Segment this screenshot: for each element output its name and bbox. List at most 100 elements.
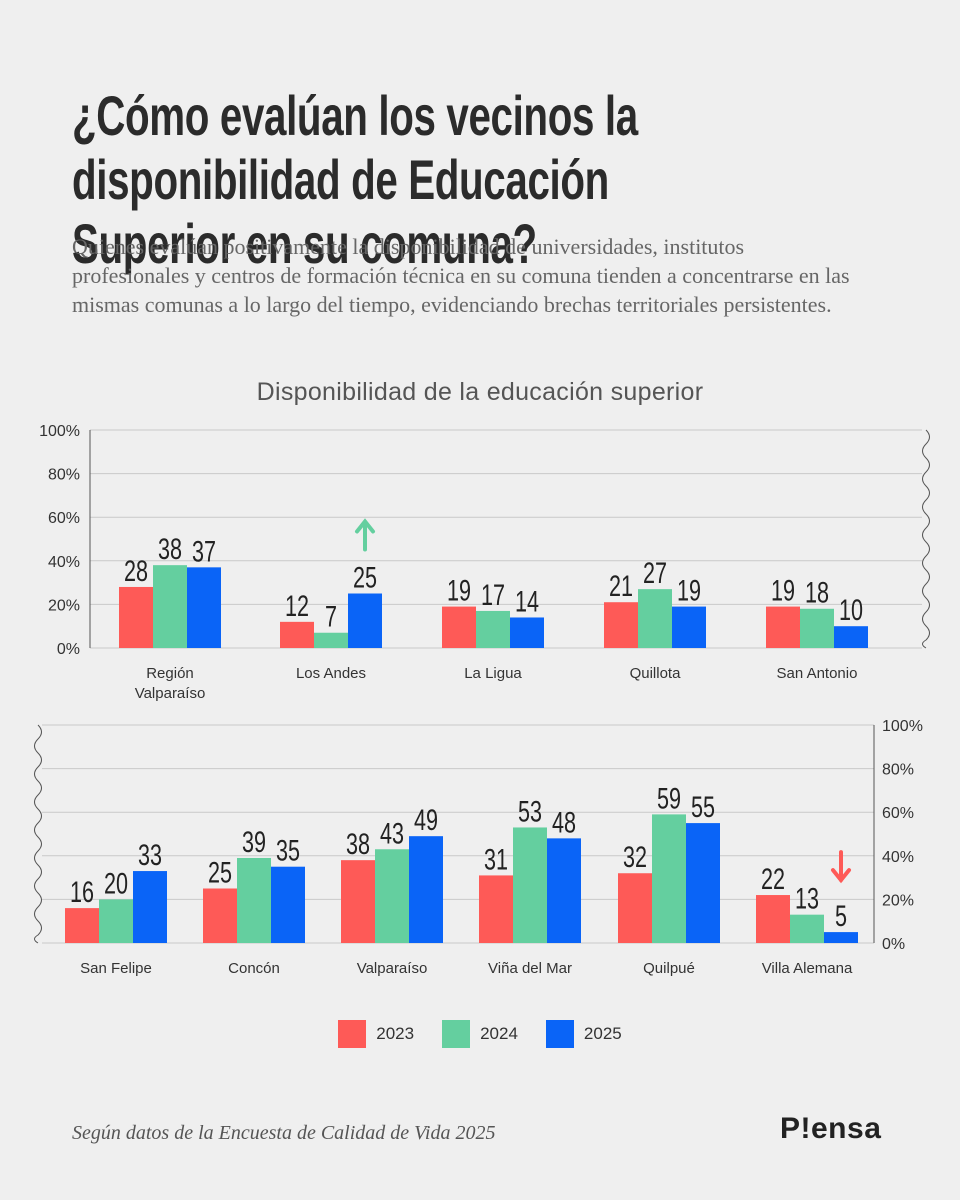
up-arrow-icon-shape (355, 518, 375, 552)
y-tick-label-2-4: 80% (882, 762, 914, 779)
bar-villa-alemana-2025 (824, 932, 858, 943)
bar-valparaiso-2023 (341, 860, 375, 943)
bar-la-ligua-2023 (442, 606, 476, 648)
x-tick-label-villa-alemana: Villa Alemana (762, 960, 853, 977)
data-label-villa-alemana-2024: 13 (795, 881, 819, 915)
bar-concon-2023 (203, 888, 237, 943)
data-label-quillota-2024: 27 (643, 556, 667, 590)
data-label-la-ligua-2025: 14 (515, 584, 539, 618)
data-label-vina-del-mar-2023: 31 (484, 842, 508, 876)
bar-quilpue-2023 (618, 873, 652, 943)
data-label-valparaiso-2024: 43 (380, 816, 404, 850)
bar-vina-del-mar-2023 (479, 875, 513, 943)
data-label-san-felipe-2024: 20 (104, 866, 128, 900)
brand-logo: P!ensa (780, 1112, 882, 1145)
legend-label-2024: 2024 (480, 1024, 518, 1043)
legend-swatch-2025 (545, 1020, 574, 1048)
chart-title: Disponibilidad de la educación superior (256, 378, 704, 406)
page-subtitle: Quienes evalúan positivamente la disponi… (72, 234, 850, 317)
y-tick-label-1-0: 0% (57, 641, 80, 658)
chart-legend: 2023 2024 2025 (0, 1020, 960, 1048)
data-label-san-antonio-2024: 18 (805, 575, 829, 609)
x-tick-label-san-felipe: San Felipe (80, 960, 152, 977)
data-label-san-felipe-2023: 16 (70, 875, 94, 909)
y-tick-label-1-5: 100% (39, 423, 80, 440)
bar-concon-2025 (271, 866, 305, 943)
data-label-villa-alemana-2023: 22 (761, 861, 785, 895)
bar-region-valparaiso-2025 (187, 567, 221, 648)
data-label-region-valparaiso-2023: 28 (124, 553, 148, 587)
legend-item-2023: 2023 (338, 1020, 414, 1048)
legend-label-2023: 2023 (376, 1024, 415, 1043)
data-label-san-antonio-2025: 10 (839, 593, 863, 627)
down-arrow-icon (831, 850, 851, 884)
bar-quillota-2023 (604, 602, 638, 648)
legend-item-2025: 2025 (545, 1020, 622, 1048)
legend-swatch-2023 (338, 1020, 367, 1048)
bar-san-felipe-2024 (99, 899, 133, 943)
bar-region-valparaiso-2023 (119, 586, 153, 648)
y-tick-label-1-1: 20% (48, 597, 80, 614)
bar-san-antonio-2023 (766, 606, 800, 648)
y-tick-label-1-2: 40% (48, 554, 80, 571)
y-tick-label-2-2: 40% (882, 849, 914, 866)
data-label-san-felipe-2025: 33 (138, 838, 162, 872)
bar-los-andes-2024 (314, 632, 348, 648)
bar-quilpue-2025 (686, 823, 720, 943)
bar-vina-del-mar-2024 (513, 827, 547, 943)
bar-quillota-2024 (638, 589, 672, 648)
data-label-quillota-2025: 19 (677, 573, 701, 607)
bar-la-ligua-2024 (476, 610, 510, 648)
y-tick-label-2-3: 60% (882, 805, 914, 822)
y-tick-label-2-5: 100% (882, 718, 923, 735)
y-tick-label-1-3: 60% (48, 510, 80, 527)
bar-quillota-2025 (672, 606, 706, 648)
data-label-los-andes-2024: 7 (325, 599, 337, 633)
y-tick-label-2-1: 20% (882, 892, 914, 909)
bar-valparaiso-2025 (409, 836, 443, 943)
data-label-los-andes-2025: 25 (353, 560, 377, 594)
x-tick-label-valparaiso: Valparaíso (357, 960, 428, 977)
bar-villa-alemana-2024 (790, 914, 824, 943)
x-tick-label-vina-del-mar: Viña del Mar (488, 960, 572, 977)
x-tick-label-region-valparaiso-line1: Región (146, 665, 194, 682)
bar-los-andes-2025 (348, 593, 382, 648)
y-tick-label-1-4: 80% (48, 467, 80, 484)
bar-san-antonio-2025 (834, 626, 868, 648)
source-note: Según datos de la Encuesta de Calidad de… (72, 1122, 496, 1144)
data-label-vina-del-mar-2025: 48 (552, 805, 576, 839)
bar-la-ligua-2025 (510, 617, 544, 648)
data-label-valparaiso-2025: 49 (414, 803, 438, 837)
data-label-quillota-2023: 21 (609, 569, 633, 603)
data-label-san-antonio-2023: 19 (771, 573, 795, 607)
x-tick-label-quilpue: Quilpué (643, 960, 695, 977)
bar-concon-2024 (237, 857, 271, 943)
bar-vina-del-mar-2025 (547, 838, 581, 943)
bar-los-andes-2023 (280, 621, 314, 648)
data-label-villa-alemana-2025: 5 (835, 899, 847, 933)
legend-label-2025: 2025 (583, 1024, 622, 1043)
bar-valparaiso-2024 (375, 849, 409, 943)
axis-break-2 (34, 724, 42, 944)
bar-san-felipe-2023 (65, 908, 99, 943)
legend-swatch-2024 (442, 1020, 471, 1048)
x-tick-label-concon: Concón (228, 960, 280, 977)
down-arrow-icon-shape (831, 850, 851, 884)
bar-region-valparaiso-2024 (153, 565, 187, 648)
axis-break-1 (922, 429, 930, 649)
data-label-concon-2024: 39 (242, 824, 266, 858)
data-label-la-ligua-2024: 17 (481, 577, 505, 611)
page-title: ¿Cómo evalúan los vecinos la disponibili… (72, 84, 638, 275)
data-label-quilpue-2023: 32 (623, 840, 647, 874)
bar-quilpue-2024 (652, 814, 686, 943)
bar-villa-alemana-2023 (756, 895, 790, 943)
y-tick-label-2-0: 0% (882, 936, 905, 953)
x-tick-label-los-andes: Los Andes (296, 665, 366, 682)
data-label-quilpue-2024: 59 (657, 781, 681, 815)
x-tick-label-quillota: Quillota (630, 665, 682, 682)
data-label-region-valparaiso-2024: 38 (158, 532, 182, 566)
x-tick-label-san-antonio: San Antonio (777, 665, 858, 682)
x-tick-label-region-valparaiso-line2: Valparaíso (135, 685, 206, 702)
data-label-la-ligua-2023: 19 (447, 573, 471, 607)
data-label-valparaiso-2023: 38 (346, 827, 370, 861)
